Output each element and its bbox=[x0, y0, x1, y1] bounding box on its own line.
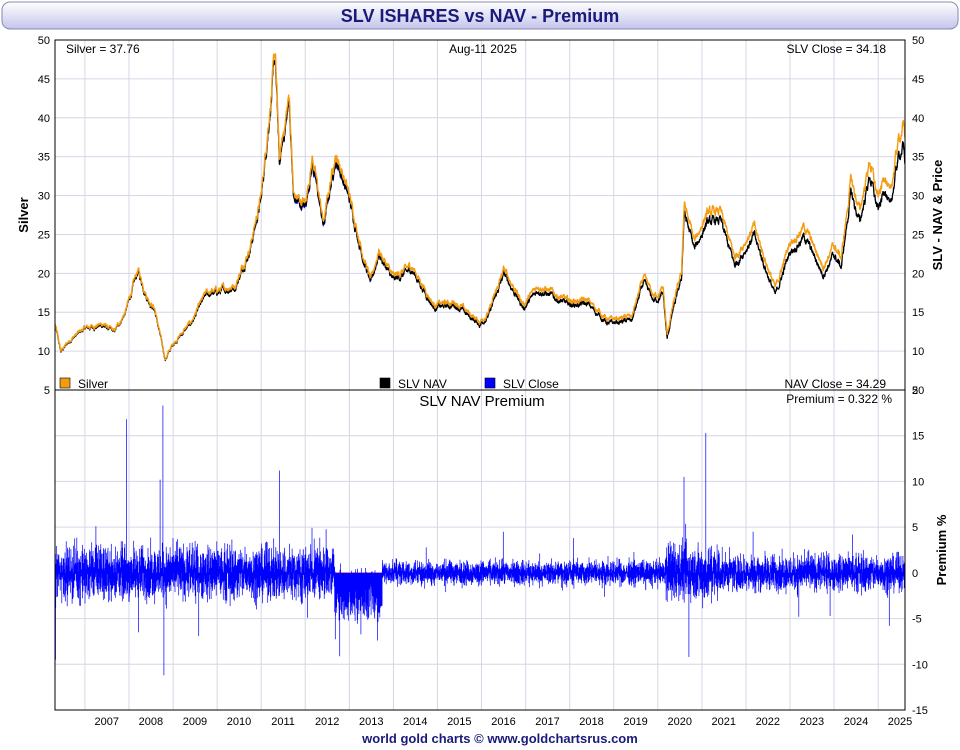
legend-swatch-silver bbox=[59, 377, 71, 389]
y-tick-label: 5 bbox=[912, 522, 918, 534]
premium-series-group bbox=[55, 405, 905, 676]
premium-readout: Premium = 0.322 % bbox=[786, 392, 892, 406]
x-tick-label: 2022 bbox=[756, 716, 780, 728]
price-series-group bbox=[55, 53, 905, 362]
x-tick-label: 2008 bbox=[139, 716, 163, 728]
y-tick-label: 10 bbox=[912, 346, 924, 358]
nav-close-readout: NAV Close = 34.29 bbox=[784, 377, 886, 391]
price-legend: Silver SLV NAV SLV Close bbox=[59, 377, 559, 391]
y-tick-label: 15 bbox=[912, 307, 924, 319]
premium-axis-ticks: -15 -10 -5 0 5 10 15 20 bbox=[912, 385, 928, 717]
y-tick-label: 10 bbox=[38, 346, 50, 358]
y-tick-label: 45 bbox=[912, 74, 924, 86]
year-axis-ticks: 2007 2008 2009 2010 2011 2012 2013 2014 2015 2016… bbox=[95, 716, 913, 728]
premium-axis-label: Premium % bbox=[934, 514, 949, 585]
y-tick-label: 15 bbox=[38, 307, 50, 319]
x-tick-label: 2020 bbox=[667, 716, 691, 728]
x-tick-label: 2007 bbox=[95, 716, 119, 728]
y-tick-label: 45 bbox=[38, 74, 50, 86]
silver-readout: Silver = 37.76 bbox=[66, 42, 140, 56]
legend-label-slv-close: SLV Close bbox=[503, 377, 559, 391]
premium-series-bars bbox=[55, 405, 905, 676]
y-tick-label: 35 bbox=[38, 152, 50, 164]
y-tick-label: 35 bbox=[912, 152, 924, 164]
y-tick-label: -15 bbox=[912, 705, 928, 717]
y-tick-label: 20 bbox=[912, 268, 924, 280]
title-bar bbox=[1, 1, 959, 30]
y-tick-label: 0 bbox=[912, 568, 918, 580]
y-tick-label: 30 bbox=[38, 191, 50, 203]
y-tick-label: -10 bbox=[912, 659, 928, 671]
x-tick-label: 2016 bbox=[491, 716, 515, 728]
x-tick-label: 2018 bbox=[579, 716, 603, 728]
y-tick-label: 5 bbox=[44, 385, 50, 397]
x-tick-label: 2023 bbox=[800, 716, 824, 728]
y-tick-label: 5 bbox=[912, 385, 918, 397]
slv-close-readout: SLV Close = 34.18 bbox=[786, 42, 886, 56]
x-tick-label: 2024 bbox=[844, 716, 868, 728]
date-readout: Aug-11 2025 bbox=[449, 42, 517, 56]
legend-label-silver: Silver bbox=[78, 377, 108, 391]
x-tick-label: 2014 bbox=[403, 716, 427, 728]
y-tick-label: 20 bbox=[38, 268, 50, 280]
slv-price-axis-ticks: 5 10 15 20 25 30 35 40 45 50 bbox=[912, 35, 924, 397]
series-line-silver bbox=[55, 53, 905, 361]
footer-credit: world gold charts © www.goldchartsrus.co… bbox=[361, 731, 638, 746]
x-tick-label: 2011 bbox=[271, 716, 295, 728]
x-tick-label: 2015 bbox=[447, 716, 471, 728]
y-tick-label: -5 bbox=[912, 614, 922, 626]
x-tick-label: 2021 bbox=[712, 716, 736, 728]
y-tick-label: 15 bbox=[912, 431, 924, 443]
silver-axis-ticks: 5 10 15 20 25 30 35 40 45 50 bbox=[38, 35, 50, 397]
y-tick-label: 40 bbox=[38, 113, 50, 125]
legend-swatch-slv-nav bbox=[379, 377, 391, 389]
legend-swatch-slv-close bbox=[484, 377, 496, 389]
x-tick-label: 2012 bbox=[315, 716, 339, 728]
legend-label-slv-nav: SLV NAV bbox=[398, 377, 447, 391]
premium-panel-title: SLV NAV Premium bbox=[419, 393, 544, 410]
x-tick-label: 2013 bbox=[359, 716, 383, 728]
y-tick-label: 40 bbox=[912, 113, 924, 125]
y-tick-label: 20 bbox=[912, 385, 924, 397]
x-tick-label: 2010 bbox=[227, 716, 251, 728]
y-tick-label: 10 bbox=[912, 476, 924, 488]
y-tick-label: 50 bbox=[912, 35, 924, 47]
premium-panel-frame bbox=[54, 389, 906, 711]
x-tick-label: 2025 bbox=[888, 716, 912, 728]
y-tick-label: 25 bbox=[38, 229, 50, 241]
y-tick-label: 30 bbox=[912, 191, 924, 203]
slv-price-axis-label: SLV - NAV & Price bbox=[930, 160, 945, 271]
x-tick-label: 2019 bbox=[623, 716, 647, 728]
silver-axis-label: Silver bbox=[16, 197, 31, 232]
x-tick-label: 2017 bbox=[535, 716, 559, 728]
chart-title: SLV ISHARES vs NAV - Premium bbox=[341, 6, 619, 26]
y-tick-label: 50 bbox=[38, 35, 50, 47]
x-tick-label: 2009 bbox=[183, 716, 207, 728]
y-tick-label: 25 bbox=[912, 229, 924, 241]
